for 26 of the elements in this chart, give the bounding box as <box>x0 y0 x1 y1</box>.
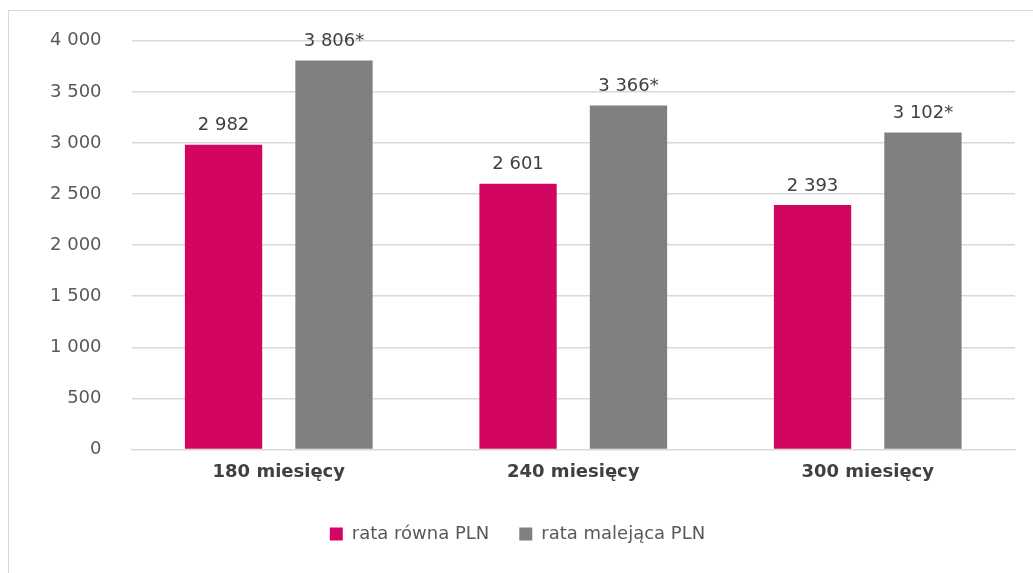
data-label: 3 806* <box>303 29 365 51</box>
data-label: 2 601 <box>492 152 544 174</box>
y-tick-label: 1 000 <box>50 334 102 356</box>
bar <box>184 144 263 449</box>
y-tick-label: 2 000 <box>50 232 102 254</box>
y-tick-label: 4 000 <box>50 28 102 50</box>
y-tick-label: 3 500 <box>50 79 102 101</box>
data-label: 3 366* <box>598 74 659 96</box>
y-tick-label: 0 <box>90 437 102 459</box>
bar <box>884 132 962 449</box>
y-tick-label: 2 500 <box>50 181 102 203</box>
bar <box>295 60 373 449</box>
legend-label: rata równa PLN <box>351 521 490 543</box>
x-tick-label: 240 miesięcy <box>507 459 640 481</box>
data-label: 3 102* <box>892 101 954 123</box>
x-tick-label: 300 miesięcy <box>801 459 935 481</box>
y-tick-label: 500 <box>67 386 102 407</box>
bar <box>589 105 668 449</box>
y-tick-label: 3 000 <box>50 130 102 152</box>
data-label: 2 393 <box>786 173 839 195</box>
legend-label: rata malejąca PLN <box>541 521 706 543</box>
bar <box>773 204 852 449</box>
bar <box>479 183 557 449</box>
data-label: 2 982 <box>197 113 250 135</box>
y-tick-label: 1 500 <box>50 283 102 305</box>
x-tick-label: 180 miesięcy <box>212 459 346 481</box>
